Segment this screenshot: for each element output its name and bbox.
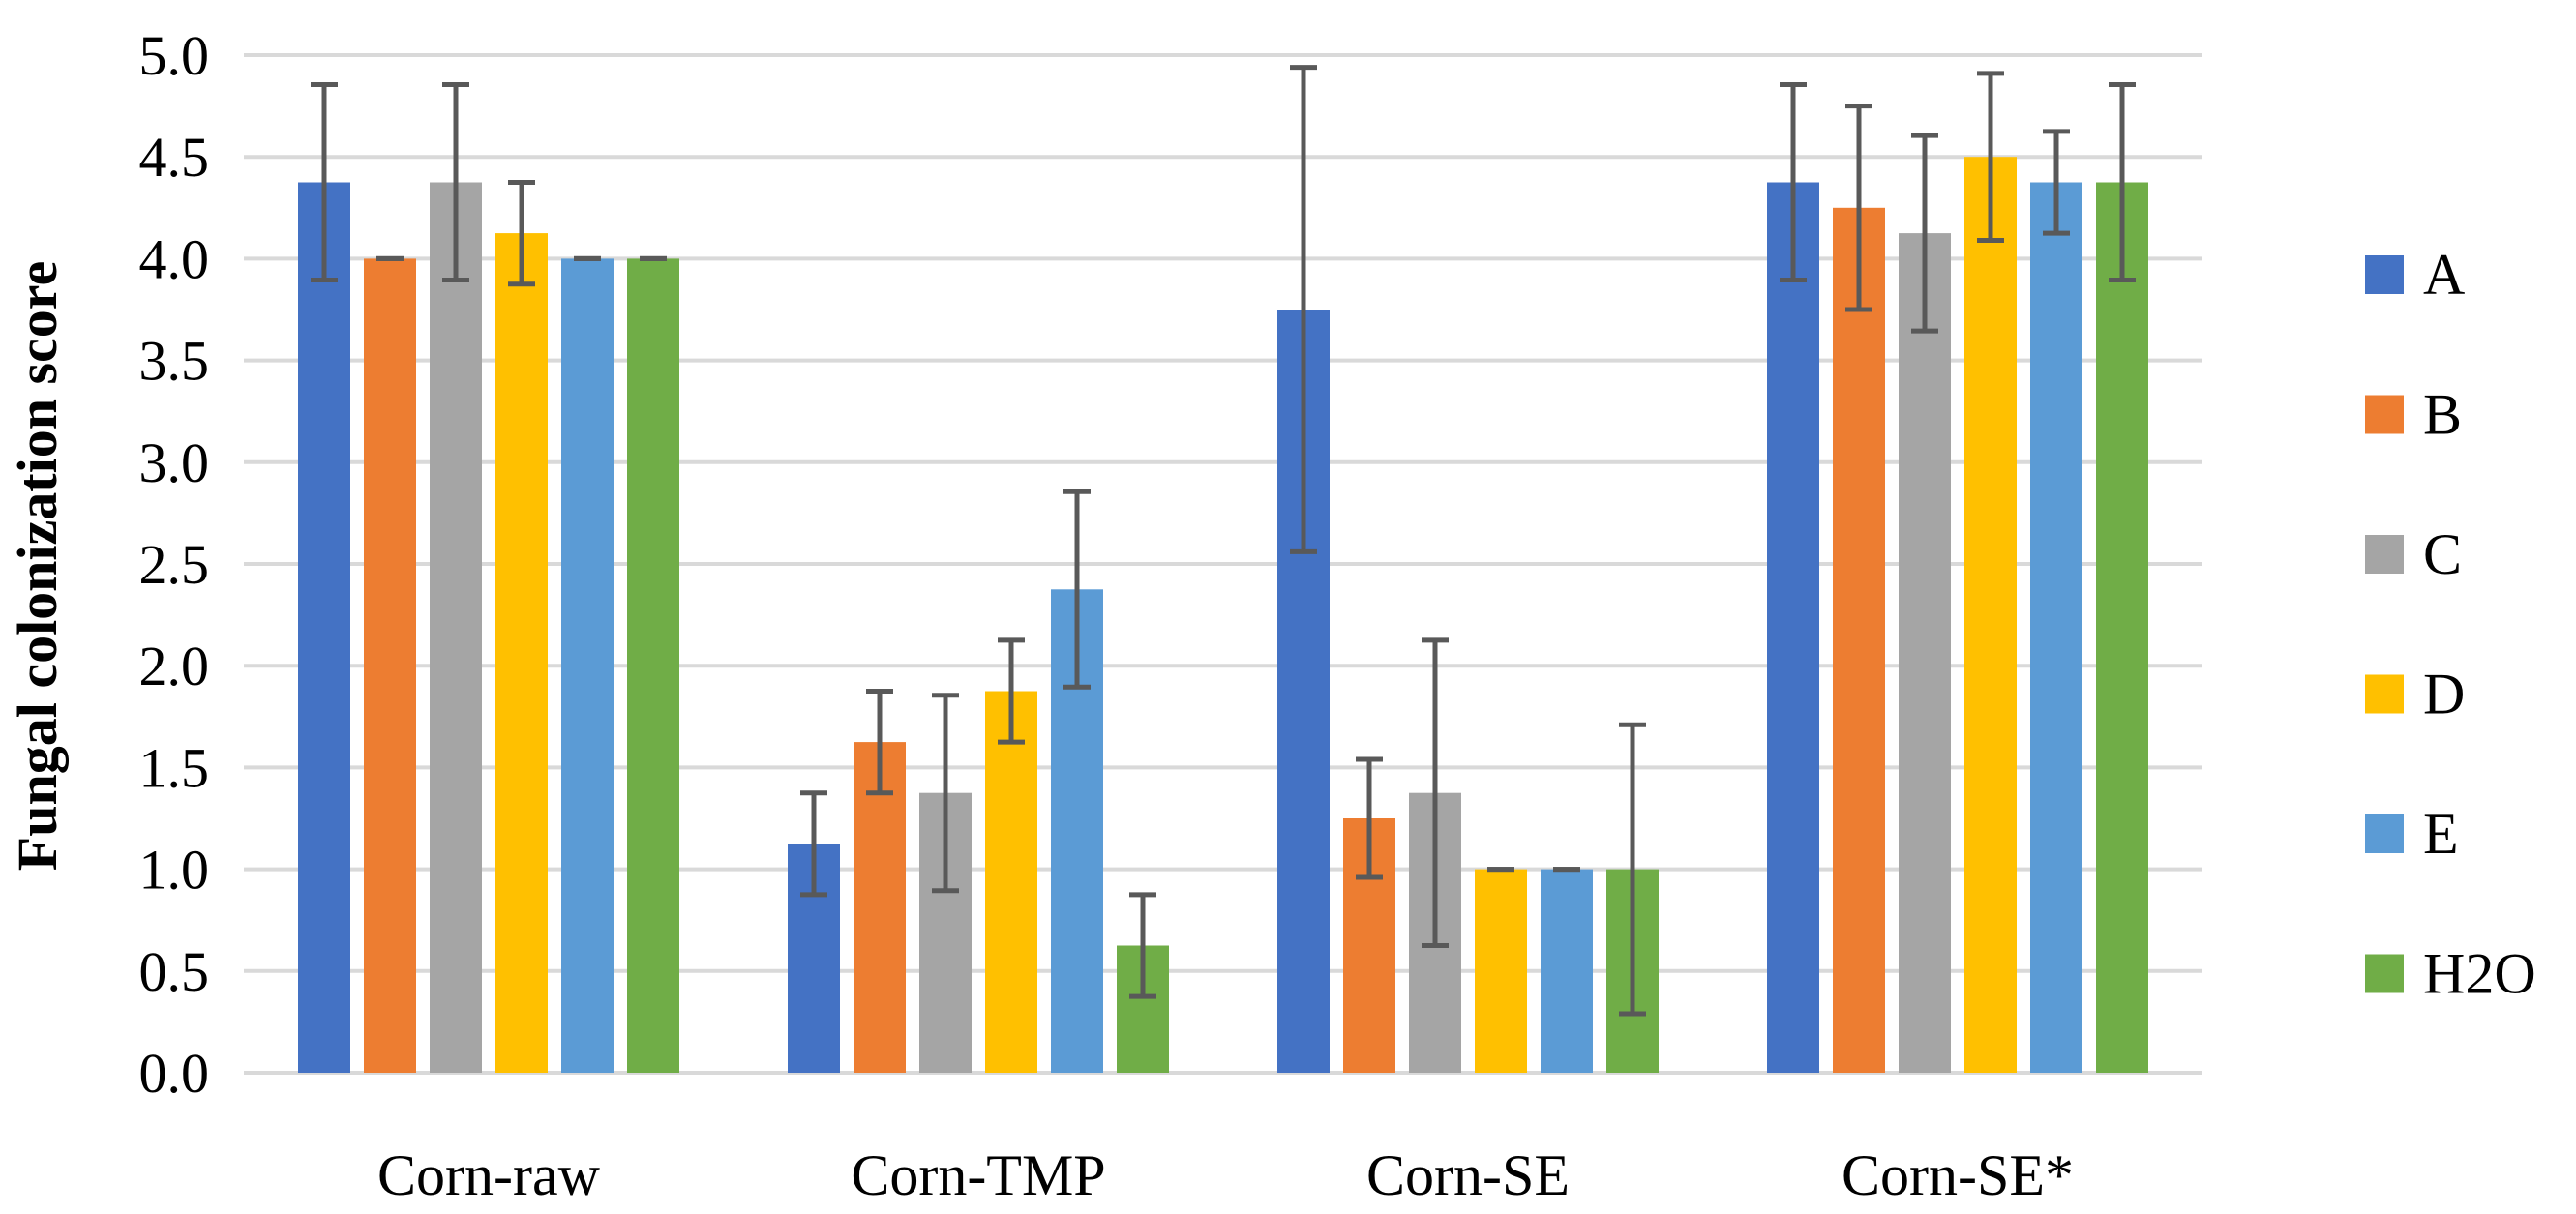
y-axis-label: Fungal colonization score [6, 261, 69, 871]
bar [1964, 157, 2017, 1073]
y-axis-ticks: 0.0 0.5 1.0 1.5 2.0 2.5 3.0 3.5 4.0 4.5 5.0 [139, 24, 210, 1105]
x-tick-label: Corn-raw [377, 1143, 601, 1207]
bar [561, 258, 614, 1073]
y-tick-label: 4.0 [139, 227, 210, 290]
legend-swatch [2365, 814, 2404, 853]
legend-label: B [2423, 383, 2462, 447]
legend: A B C D E H2O [2365, 243, 2536, 1006]
bar [1541, 869, 1593, 1073]
bar [430, 182, 482, 1073]
bar [1833, 207, 1885, 1074]
y-tick-label: 3.5 [139, 330, 210, 393]
y-tick-label: 0.0 [139, 1042, 210, 1105]
y-tick-label: 5.0 [139, 24, 210, 87]
y-tick-label: 0.5 [139, 940, 210, 1003]
legend-swatch [2365, 395, 2404, 434]
y-tick-label: 2.0 [139, 635, 210, 697]
legend-label: C [2423, 522, 2462, 586]
x-axis-categories: Corn-raw Corn-TMP Corn-SE Corn-SE* [377, 1143, 2074, 1207]
x-tick-label: Corn-SE* [1842, 1143, 2074, 1207]
bars [298, 157, 2148, 1074]
y-tick-label: 3.0 [139, 431, 210, 494]
bar [627, 258, 679, 1073]
bar [1767, 182, 1819, 1073]
bar [495, 233, 548, 1074]
legend-swatch [2365, 535, 2404, 574]
legend-swatch [2365, 255, 2404, 294]
y-tick-label: 2.5 [139, 533, 210, 596]
bar [2096, 182, 2148, 1073]
error-bars [311, 65, 2136, 1017]
x-tick-label: Corn-TMP [851, 1143, 1105, 1207]
y-tick-label: 1.0 [139, 839, 210, 902]
bar [1475, 869, 1527, 1073]
bar [364, 258, 416, 1073]
y-tick-label: 1.5 [139, 736, 210, 799]
legend-label: E [2423, 802, 2459, 866]
bar [1899, 233, 1951, 1074]
legend-swatch [2365, 954, 2404, 993]
bar [298, 182, 350, 1073]
bar [985, 691, 1037, 1073]
legend-label: H2O [2423, 942, 2536, 1006]
bar [2030, 182, 2082, 1073]
bar [854, 742, 906, 1073]
x-tick-label: Corn-SE [1366, 1143, 1570, 1207]
legend-label: A [2423, 243, 2465, 307]
y-tick-label: 4.5 [139, 126, 210, 189]
legend-label: D [2423, 663, 2465, 726]
legend-swatch [2365, 674, 2404, 714]
